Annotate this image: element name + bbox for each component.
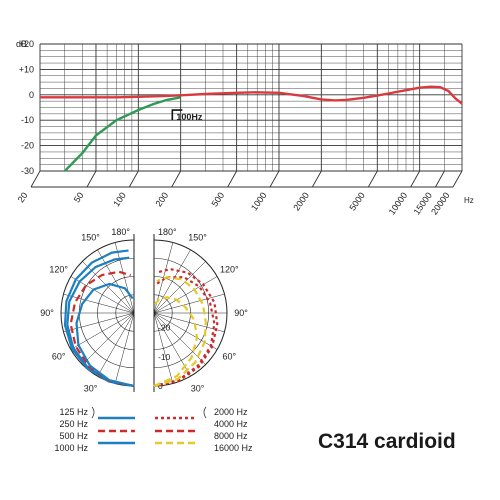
polar-legend: 125 Hz 250 Hz 500 Hz 1000 Hz 2000 Hz 4000 Hz 8…: [54, 406, 253, 453]
x-tick-mark: [452, 170, 463, 188]
polar-spoke: [114, 312, 135, 384]
polar-right-8000hz-line: [153, 276, 207, 388]
polar-spoke: [114, 242, 135, 314]
polar-angle-label: 60°: [223, 352, 237, 362]
polar-angle-label: 120°: [49, 265, 68, 275]
chart-title: C314 cardioid: [318, 430, 456, 453]
y-tick-label: -20: [21, 141, 34, 151]
polar-spoke: [63, 312, 135, 333]
y-tick-label: -30: [21, 166, 34, 176]
polar-right-16000hz-line: [153, 296, 199, 388]
y-tick-label: +10: [19, 64, 34, 74]
legend-label: 250 Hz: [59, 419, 88, 429]
polar-angle-label: 150°: [81, 233, 100, 243]
polar-spoke: [82, 261, 135, 314]
polar-angle-label: 120°: [220, 265, 239, 275]
x-tick-label: 10000: [387, 190, 410, 216]
x-tick-label: 5000: [347, 190, 367, 212]
legend-brace: [91, 406, 95, 419]
polar-spoke: [153, 276, 218, 314]
x-tick-mark: [30, 170, 41, 188]
polar-angle-label: 30°: [84, 383, 98, 393]
polar-spoke: [153, 261, 206, 314]
legend-label: 4000 Hz: [214, 419, 248, 429]
x-tick-label: 1000: [249, 190, 269, 212]
frequency-response-line: [40, 85, 463, 105]
y-tick-label: -10: [21, 115, 34, 125]
x-tick-mark: [410, 170, 421, 188]
polar-angle-label: 180°: [158, 227, 177, 237]
polar-angle-label: 150°: [188, 233, 207, 243]
x-tick-label: 2000: [291, 190, 311, 212]
legend-label: 500 Hz: [59, 431, 88, 441]
y-tick-label: 0: [29, 90, 34, 100]
polar-spoke: [82, 312, 135, 365]
y-axis-label: dB: [16, 39, 27, 49]
x-tick-label: 50: [72, 190, 86, 204]
polar-spoke: [70, 312, 135, 350]
polar-right-4000hz-line: [153, 276, 216, 388]
polar-radial-label: -10: [158, 352, 171, 362]
rolloff-curve-line: [63, 96, 181, 172]
x-tick-mark: [227, 170, 238, 188]
legend-label: 1000 Hz: [54, 443, 88, 453]
x-tick-label: 20000: [429, 190, 452, 216]
x-tick-label: 500: [209, 190, 226, 208]
x-tick-mark: [367, 170, 378, 188]
x-tick-mark: [435, 170, 445, 188]
x-tick-mark: [171, 170, 182, 188]
polar-angle-label: 180°: [111, 227, 130, 237]
filter-icon: [171, 109, 183, 121]
polar-spoke: [63, 293, 135, 314]
polar-left-1000hz-line: [75, 282, 135, 388]
y-tick-label: +20: [19, 39, 34, 49]
polar-spoke: [153, 312, 218, 350]
annotation-label: 100Hz: [176, 112, 203, 122]
legend-label: 125 Hz: [59, 407, 88, 417]
polar-angle-label: 60°: [52, 352, 66, 362]
polar-spoke: [153, 293, 225, 314]
x-tick-mark: [311, 170, 322, 188]
x-tick-mark: [86, 170, 97, 188]
polar-spoke: [153, 312, 174, 384]
polar-radial-label: 0: [158, 381, 163, 391]
polar-angle-label: 90°: [234, 308, 248, 318]
x-tick-mark: [128, 170, 139, 188]
polar-spoke: [97, 249, 135, 314]
x-tick-label: 100: [111, 190, 128, 208]
polar-spoke: [153, 249, 191, 314]
x-tick-mark: [269, 170, 280, 188]
polar-angle-label: 90°: [40, 308, 54, 318]
legend-label: 16000 Hz: [214, 443, 253, 453]
polar-angle-label: 30°: [191, 383, 205, 393]
x-axis-label: Hz: [464, 196, 474, 205]
legend-label: 8000 Hz: [214, 431, 248, 441]
polar-pattern-chart: 180° 180° 150° 150° 120° 120° 90° 90° 60° 60° 30° 3…: [40, 227, 248, 393]
x-tick-label: 200: [153, 190, 170, 208]
polar-radial-label: -20: [158, 323, 171, 333]
polar-spoke: [70, 276, 135, 314]
polar-spoke: [97, 312, 135, 377]
legend-label: 2000 Hz: [214, 407, 248, 417]
legend-brace: [203, 406, 207, 419]
frequency-response-chart: +20 +10 0 -10 -20 -30 dB 20 50 100 200 500 1000 2000 5…: [16, 39, 474, 217]
x-tick-label: 20: [16, 190, 30, 204]
